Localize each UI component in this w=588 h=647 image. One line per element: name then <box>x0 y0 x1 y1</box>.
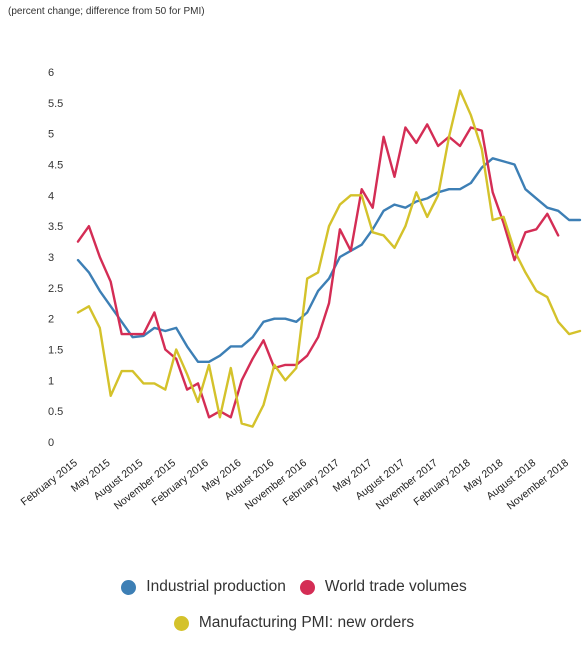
series-line-manufacturing-pmi-new-orders <box>76 89 582 428</box>
y-tick-label: 6 <box>48 67 54 79</box>
y-tick-label: 1.5 <box>48 345 63 357</box>
y-tick-label: 4 <box>48 190 54 202</box>
legend-row-2: Manufacturing PMI: new orders <box>0 614 588 632</box>
legend-label-industrial-production: Industrial production <box>146 578 286 595</box>
legend-item-manufacturing-pmi: Manufacturing PMI: new orders <box>173 614 415 632</box>
y-tick-label: 4.5 <box>48 160 63 172</box>
line-chart: 6 5.5 5 4.5 4 3.5 3 2.5 2 1.5 1 0.5 0 February 2015M… <box>19 67 582 513</box>
series-line-world-trade-volumes <box>76 123 560 419</box>
y-tick-label: 0.5 <box>48 406 63 418</box>
legend-label-manufacturing-pmi: Manufacturing PMI: new orders <box>198 614 415 631</box>
y-tick-label: 5.5 <box>48 98 63 110</box>
y-tick-label: 3.5 <box>48 221 63 233</box>
y-tick-label: 5 <box>48 129 54 141</box>
y-tick-label: 1 <box>48 375 54 387</box>
y-tick-label: 3 <box>48 252 54 264</box>
y-tick-label: 2 <box>48 314 54 326</box>
y-axis: 6 5.5 5 4.5 4 3.5 3 2.5 2 1.5 1 0.5 0 <box>48 67 63 449</box>
legend-swatch-manufacturing-pmi <box>173 615 189 631</box>
legend-label-world-trade-volumes: World trade volumes <box>324 578 467 595</box>
y-tick-label: 2.5 <box>48 283 63 295</box>
legend-swatch-world-trade-volumes <box>299 579 315 595</box>
legend-item-world-trade-volumes: World trade volumes <box>299 578 467 596</box>
chart-subtitle: (percent change; difference from 50 for … <box>8 6 205 17</box>
legend-row-1: Industrial production World trade volume… <box>0 578 588 596</box>
series-lines <box>76 89 582 428</box>
legend-swatch-industrial-production <box>121 579 137 595</box>
legend-item-industrial-production: Industrial production <box>121 578 286 596</box>
series-line-industrial-production <box>76 157 582 363</box>
y-tick-label: 0 <box>48 437 54 449</box>
